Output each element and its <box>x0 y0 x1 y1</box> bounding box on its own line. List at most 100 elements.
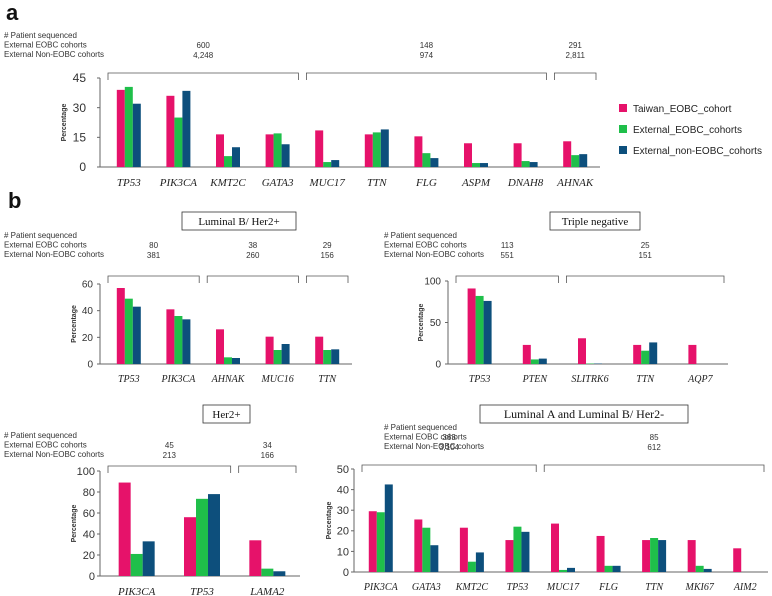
y-tick-label-b4: 20 <box>337 526 349 538</box>
y-tick-label-b1: 40 <box>82 306 94 317</box>
chart-b2: Triple negative # Patient sequenced Extern… <box>384 211 728 385</box>
header-line-b4: External Non-EOBC cohorts <box>384 442 484 451</box>
category-label-a: DNAH8 <box>507 177 544 189</box>
chart-title-b4: Luminal A and Luminal B/ Her2- <box>504 407 664 421</box>
group-count-a-1: 148 <box>420 41 434 50</box>
bar-b2-external-eobc-ttn <box>641 350 650 364</box>
y-tick-label-b4: 40 <box>337 484 349 496</box>
bar-a-taiwan-ttn <box>364 134 373 167</box>
bar-a-external-eobc-ahnak <box>571 155 580 167</box>
bar-b4-external-non-eobc-muc17 <box>567 567 575 572</box>
y-tick-label-b3: 0 <box>89 571 95 583</box>
group-bracket-a-1 <box>306 72 547 80</box>
bar-b1-external-non-eobc-tp53 <box>132 306 141 364</box>
y-axis-label-b1: Percentage <box>71 305 78 343</box>
bar-a-taiwan-pik3ca <box>166 95 175 167</box>
category-label-b2: TP53 <box>469 374 491 385</box>
group-bracket-b3-1 <box>238 465 297 473</box>
y-tick-label-a: 30 <box>73 101 87 115</box>
bar-b4-taiwan-muc17 <box>551 523 559 572</box>
bar-b4-external-non-eobc-ttn <box>658 540 667 572</box>
bar-b4-external-eobc-pik3ca <box>376 512 385 572</box>
bar-b2-external-non-eobc-tp53 <box>483 300 492 364</box>
chart-title-b2: Triple negative <box>562 216 629 228</box>
bar-b1-external-non-eobc-muc16 <box>281 344 290 364</box>
y-tick-label-a: 15 <box>73 131 87 145</box>
group-count-b3-1: 166 <box>261 451 275 460</box>
header-line-b2: # Patient sequenced <box>384 231 457 240</box>
bar-b4-taiwan-kmt2c <box>459 527 468 572</box>
bar-a-external-non-eobc-muc17 <box>331 160 340 167</box>
bar-b4-external-eobc-kmt2c <box>467 561 476 572</box>
y-tick-label-b4: 10 <box>337 546 349 558</box>
bar-a-external-non-eobc-tp53 <box>132 103 141 167</box>
category-label-b3: TP53 <box>190 586 214 596</box>
y-tick-label-b2: 50 <box>430 318 442 329</box>
chart-b4: Luminal A and Luminal B/ Her2- # Patient … <box>326 404 768 593</box>
group-bracket-a-2 <box>554 72 597 80</box>
legend-label-external-non-eobc: External_non-EOBC_cohorts <box>633 146 762 157</box>
group-count-a-2: 291 <box>569 41 583 50</box>
y-tick-label-b3: 100 <box>77 466 95 478</box>
category-label-b4: KMT2C <box>455 582 489 593</box>
group-count-b1-2: 156 <box>321 251 335 260</box>
header-line-b4: # Patient sequenced <box>384 423 457 432</box>
bar-a-external-eobc-tp53 <box>124 86 133 167</box>
legend-label-taiwan: Taiwan_EOBC_cohort <box>633 104 732 115</box>
panel-label-a: a <box>6 0 19 25</box>
bar-b4-external-eobc-muc17 <box>559 569 567 572</box>
category-label-b2: TTN <box>636 374 655 385</box>
bar-b4-taiwan-tp53 <box>505 540 514 572</box>
y-tick-label-a: 45 <box>73 71 87 85</box>
header-line-b4: External EOBC cohorts <box>384 433 467 442</box>
bar-a-taiwan-muc17 <box>315 130 324 167</box>
group-count-b1-0: 381 <box>147 251 161 260</box>
chart-title-b1: Luminal B/ Her2+ <box>198 216 279 228</box>
group-count-a-0: 4,248 <box>193 51 214 60</box>
bar-b4-external-non-eobc-tp53 <box>521 531 530 572</box>
bar-a-taiwan-kmt2c <box>216 134 224 167</box>
group-count-b3-1: 34 <box>263 441 272 450</box>
bar-b3-taiwan-tp53 <box>184 517 196 576</box>
y-tick-label-b1: 0 <box>87 360 93 371</box>
y-tick-label-b3: 20 <box>83 550 95 562</box>
bar-b4-external-non-eobc-gata3 <box>430 545 439 572</box>
bar-a-external-eobc-gata3 <box>273 133 282 167</box>
category-label-b1: AHNAK <box>211 374 246 385</box>
legend-swatch-taiwan <box>619 104 627 112</box>
group-count-a-1: 974 <box>420 51 434 60</box>
group-count-b1-1: 260 <box>246 251 260 260</box>
bar-b1-external-eobc-tp53 <box>124 298 133 364</box>
bar-b4-taiwan-pik3ca <box>368 511 377 572</box>
category-label-b4: AIM2 <box>733 582 757 593</box>
category-label-b2: SLITRK6 <box>571 374 608 385</box>
legend-label-external-eobc: External_EOBC_cohorts <box>633 125 742 136</box>
y-tick-label-b1: 20 <box>82 333 94 344</box>
bar-b2-taiwan-aqp7 <box>688 344 697 364</box>
bar-b3-external-non-eobc-pik3ca <box>142 541 155 576</box>
header-line-b3: External EOBC cohorts <box>4 441 87 450</box>
bar-b1-taiwan-tp53 <box>116 288 125 364</box>
bar-b4-external-non-eobc-flg <box>612 565 621 572</box>
group-bracket-b4-1 <box>543 464 765 472</box>
chart-b1: Luminal B/ Her2+# Patient sequencedExter… <box>4 211 352 385</box>
bar-b1-external-eobc-ttn <box>323 350 332 364</box>
bar-b1-external-non-eobc-pik3ca <box>182 319 191 364</box>
bar-b1-external-eobc-ahnak <box>224 357 232 364</box>
group-bracket-b3-0 <box>107 465 232 473</box>
bar-a-taiwan-flg <box>414 136 423 167</box>
category-label-b4: TP53 <box>507 582 529 593</box>
header-line-a: External Non-EOBC cohorts <box>4 50 104 59</box>
bar-b2-external-non-eobc-pten <box>538 358 547 364</box>
category-label-a: KMT2C <box>209 177 246 189</box>
category-label-a: TTN <box>367 177 387 189</box>
legend-swatch-external-eobc <box>619 125 627 133</box>
bar-a-external-eobc-flg <box>422 153 431 167</box>
header-line-b2: External Non-EOBC cohorts <box>384 250 484 259</box>
group-count-a-2: 2,811 <box>565 51 585 60</box>
group-bracket-a-0 <box>107 72 299 80</box>
bar-b4-taiwan-ttn <box>642 540 651 572</box>
bar-b2-taiwan-pten <box>522 344 531 364</box>
bar-b4-external-non-eobc-kmt2c <box>475 552 484 572</box>
